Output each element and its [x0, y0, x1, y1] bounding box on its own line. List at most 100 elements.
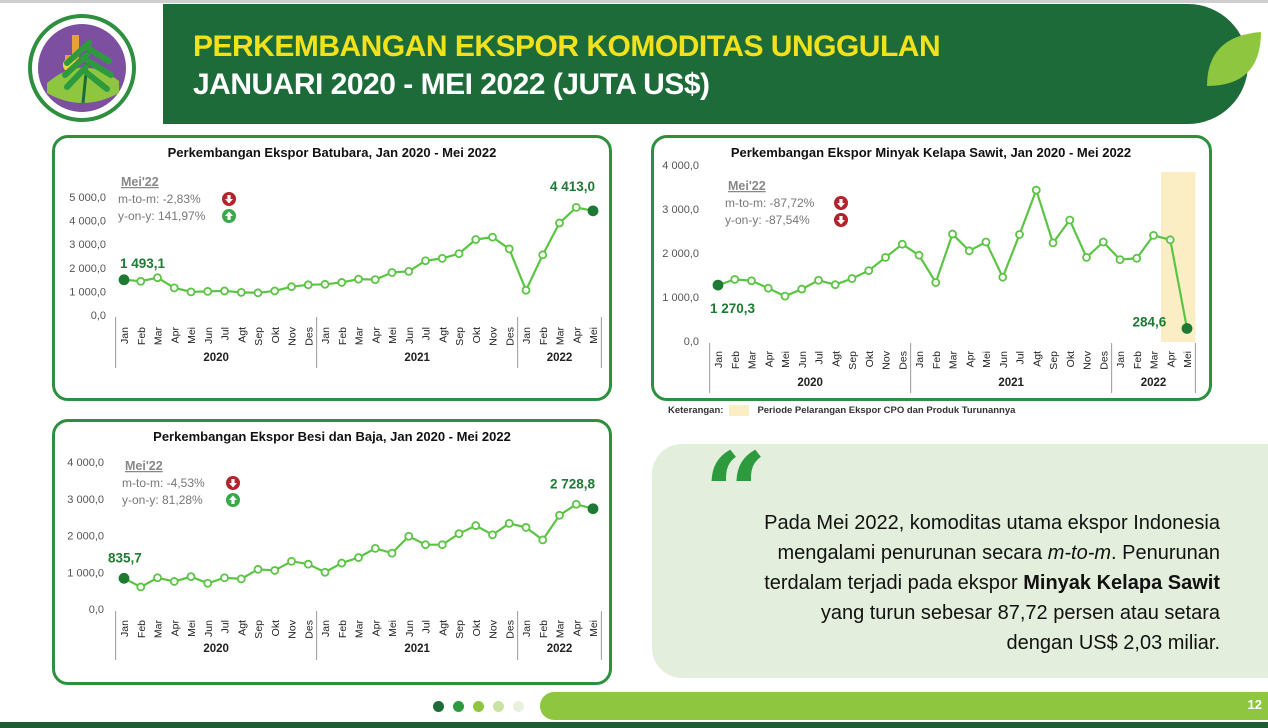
data-point: [203, 578, 213, 588]
data-point: [437, 540, 447, 550]
arrow-down-icon: [226, 476, 240, 490]
data-point: [571, 202, 581, 212]
y-tick-label: 1 000,0: [69, 286, 106, 298]
note-yoy: y-on-y: 81,28%: [122, 493, 203, 507]
data-point: [964, 246, 974, 256]
x-tick-label: Mei: [780, 351, 792, 368]
leaf-icon: [1207, 32, 1261, 86]
data-point: [948, 229, 957, 239]
data-point: [320, 279, 330, 289]
x-tick-label: Des: [1098, 351, 1110, 370]
data-point: [118, 274, 130, 286]
data-point: [830, 280, 840, 290]
x-tick-label: Jan: [119, 327, 131, 344]
x-tick-label: Agt: [830, 351, 842, 367]
header-banner: PERKEMBANGAN EKSPOR KOMODITAS UNGGULAN J…: [163, 4, 1248, 124]
x-tick-label: Jul: [220, 620, 232, 633]
x-tick-label: Mar: [555, 327, 567, 346]
legend-swatch: [729, 405, 750, 416]
x-tick-label: Okt: [864, 351, 876, 367]
data-point: [1132, 253, 1142, 263]
x-tick-label: Sep: [847, 351, 859, 370]
data-point: [303, 559, 313, 569]
x-tick-label: Mar: [153, 327, 165, 346]
note-yoy: y-on-y: -87,54%: [725, 213, 810, 227]
arrow-up-icon: [226, 493, 240, 507]
data-point: [220, 286, 229, 296]
year-label: 2021: [404, 352, 430, 364]
x-tick-label: Apr: [571, 327, 583, 344]
chart-panel-besi-baja: Perkembangan Ekspor Besi dan Baja, Jan 2…: [52, 419, 612, 685]
data-point: [897, 239, 907, 249]
ban-period-highlight: [1161, 172, 1196, 342]
quote-line5: dengan US$ 2,03 miliar.: [1006, 632, 1220, 654]
x-tick-label: Jun: [203, 327, 215, 344]
quote-line1: Pada Mei 2022, komoditas utama ekspor In…: [764, 512, 1220, 534]
page-dot-2[interactable]: [453, 701, 464, 712]
x-tick-label: Mar: [354, 620, 366, 639]
quote-line3a: terdalam terjadi pada ekspor: [764, 572, 1024, 594]
chart-title: Perkembangan Ekspor Batubara, Jan 2020 -…: [168, 145, 497, 160]
data-point: [337, 278, 347, 287]
data-point: [587, 205, 599, 217]
x-tick-label: Jul: [814, 351, 826, 364]
y-tick-label: 2 000,0: [69, 263, 106, 275]
note-mtm: m-to-m: -4,53%: [122, 476, 205, 490]
data-point: [404, 266, 414, 276]
y-tick-label: 0,0: [684, 336, 699, 348]
footer-bar: 12: [540, 692, 1268, 720]
x-tick-label: Mei: [588, 327, 600, 344]
data-point: [236, 287, 246, 297]
legend-text: Periode Pelarangan Ekspor CPO dan Produk…: [757, 405, 1016, 417]
data-point: [488, 232, 497, 242]
data-point: [763, 283, 773, 293]
x-tick-label: Apr: [571, 620, 583, 637]
data-point: [814, 275, 823, 285]
data-point: [454, 529, 464, 539]
x-tick-label: Jun: [998, 351, 1010, 368]
x-tick-label: Okt: [270, 620, 282, 636]
data-point: [387, 268, 397, 277]
x-tick-label: Apr: [370, 327, 382, 344]
data-point: [169, 577, 179, 586]
x-tick-label: Nov: [488, 326, 500, 345]
chart-svg: Perkembangan Ekspor Besi dan Baja, Jan 2…: [67, 429, 602, 660]
x-tick-label: Feb: [136, 327, 148, 345]
x-tick-label: Jun: [404, 327, 416, 344]
note-mtm: m-to-m: -2,83%: [118, 192, 201, 206]
page-dot-4[interactable]: [493, 701, 504, 712]
y-tick-label: 4 000,0: [67, 457, 104, 469]
x-tick-label: Jul: [421, 327, 433, 340]
page-dot-1[interactable]: [433, 701, 444, 712]
x-tick-label: Sep: [454, 620, 466, 639]
logo: [27, 13, 137, 123]
data-point: [236, 574, 246, 584]
data-point: [521, 285, 531, 295]
x-tick-label: Feb: [931, 351, 943, 369]
data-point: [981, 237, 991, 247]
x-tick-label: Des: [303, 620, 315, 639]
x-tick-label: Nov: [488, 619, 500, 638]
data-point: [1031, 185, 1041, 195]
data-point: [169, 283, 179, 293]
x-tick-label: Mar: [153, 620, 165, 639]
page-dot-3[interactable]: [473, 701, 484, 712]
page-dot-5[interactable]: [513, 701, 524, 712]
x-tick-label: Apr: [1165, 351, 1177, 368]
data-label-first: 1 270,3: [710, 301, 756, 316]
data-point: [797, 284, 807, 294]
x-tick-label: Nov: [881, 350, 893, 369]
x-tick-label: Agt: [437, 620, 449, 636]
x-tick-label: Okt: [471, 620, 483, 636]
data-point: [320, 567, 330, 577]
data-point: [437, 253, 447, 263]
note-heading: Mei'22: [728, 179, 766, 193]
y-tick-label: 5 000,0: [69, 192, 106, 204]
chart-svg: Perkembangan Ekspor Batubara, Jan 2020 -…: [69, 145, 602, 368]
x-tick-label: Jan: [320, 327, 332, 344]
data-point: [253, 564, 263, 574]
note-heading: Mei'22: [121, 175, 159, 189]
quote-line2c: . Penurunan: [1111, 542, 1220, 564]
x-tick-label: Sep: [253, 327, 265, 346]
chart-title: Perkembangan Ekspor Minyak Kelapa Sawit,…: [731, 145, 1131, 160]
